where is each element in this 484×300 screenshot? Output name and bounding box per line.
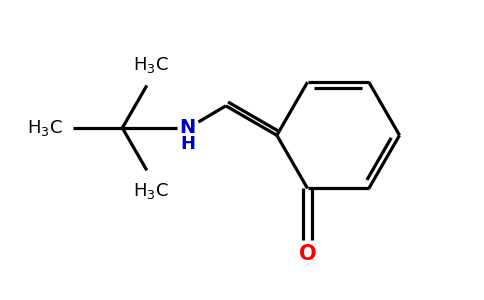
Text: H$_3$C: H$_3$C — [133, 55, 169, 75]
Text: H$_3$C: H$_3$C — [133, 181, 169, 201]
Text: H$_3$C: H$_3$C — [27, 118, 62, 138]
Text: N: N — [180, 118, 196, 137]
Text: O: O — [299, 244, 317, 264]
Text: H: H — [181, 135, 196, 153]
